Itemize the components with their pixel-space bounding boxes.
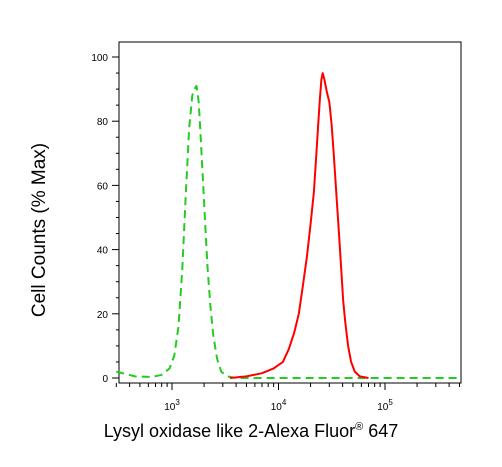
y-tick-label: 60 bbox=[97, 181, 109, 192]
y-tick-label: 20 bbox=[97, 310, 109, 321]
antibody-histogram bbox=[229, 72, 369, 379]
x-axis-title: Lysyl oxidase like 2-Alexa Fluor® 647 bbox=[0, 421, 502, 442]
plot-border bbox=[118, 41, 462, 384]
y-tick-label: 40 bbox=[97, 246, 109, 257]
y-tick-label: 80 bbox=[97, 117, 109, 128]
registered-trademark-mark: ® bbox=[355, 421, 364, 433]
x-axis: 103 104 105 bbox=[115, 383, 460, 413]
isotype-control-histogram bbox=[116, 84, 460, 379]
x-tick-label: 104 bbox=[271, 398, 287, 413]
plot-frame bbox=[118, 41, 462, 384]
y-tick-label: 100 bbox=[91, 53, 108, 64]
x-axis-title-suffix: 647 bbox=[363, 421, 399, 441]
x-tick-label: 103 bbox=[164, 398, 180, 413]
x-axis-title-main: Lysyl oxidase like 2-Alexa Fluor bbox=[103, 421, 356, 441]
y-axis: 0 20 40 60 80 100 bbox=[91, 53, 119, 385]
y-axis-title: Cell Counts (% Max) bbox=[29, 143, 50, 317]
series-layer bbox=[116, 72, 460, 379]
y-tick-label: 0 bbox=[102, 374, 108, 385]
x-tick-label: 105 bbox=[377, 398, 393, 413]
